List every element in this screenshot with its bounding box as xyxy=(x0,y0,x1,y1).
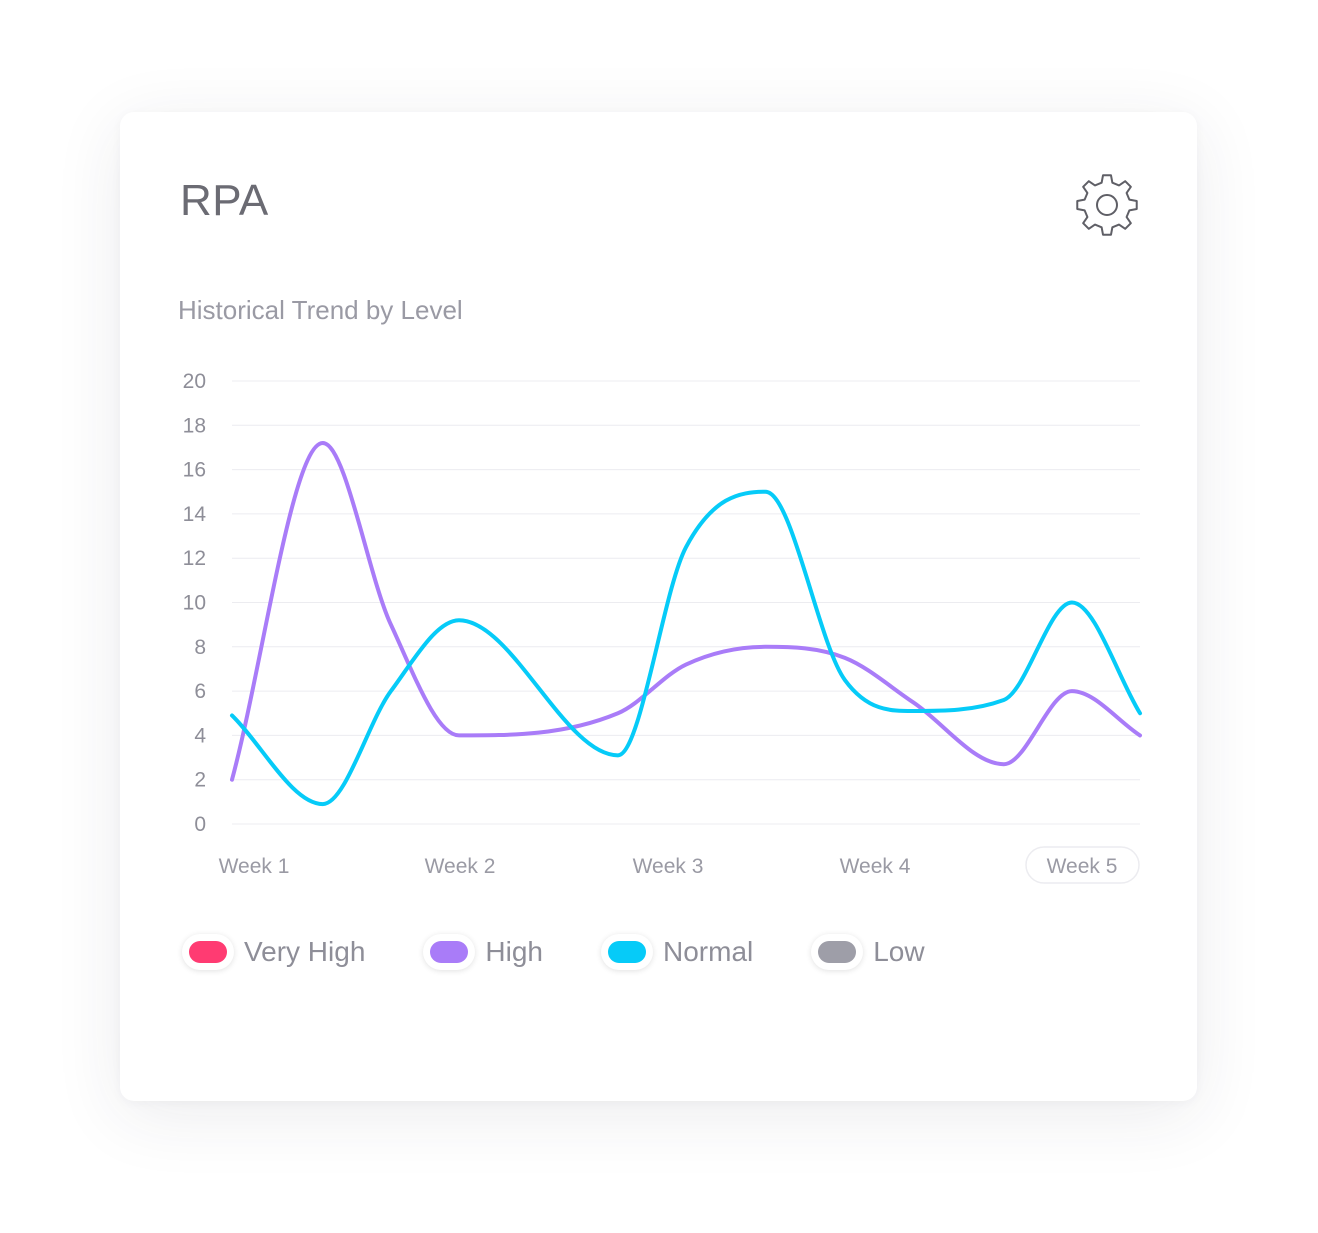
y-tick-label: 10 xyxy=(183,592,206,615)
legend-label: High xyxy=(485,936,543,967)
y-tick-label: 2 xyxy=(194,769,206,792)
legend-swatch xyxy=(818,941,857,963)
gear-icon[interactable] xyxy=(1074,172,1140,238)
series-line-normal[interactable] xyxy=(230,489,1142,807)
legend-swatch xyxy=(189,941,227,963)
chart-legend: Very High High Normal Low xyxy=(182,930,983,974)
x-tick-label[interactable]: Week 2 xyxy=(425,855,496,878)
legend-item-high[interactable]: High xyxy=(423,934,543,970)
y-tick-label: 4 xyxy=(194,724,206,747)
low-swatch xyxy=(811,934,864,970)
chart-subtitle: Historical Trend by Level xyxy=(178,295,463,325)
x-tick-highlight[interactable] xyxy=(1025,846,1140,884)
y-tick-label: 6 xyxy=(194,680,206,703)
card-title: RPA xyxy=(180,176,269,225)
series-line-high[interactable] xyxy=(230,441,1142,782)
trend-chart: 0 2 4 6 8 10 12 14 16 18 20 Week 1 Week 2 Week 3 Week… xyxy=(183,370,1142,884)
x-tick-label[interactable]: Week 4 xyxy=(840,855,911,878)
y-tick-label: 14 xyxy=(183,503,207,526)
y-tick-label: 0 xyxy=(194,813,206,836)
y-tick-label: 18 xyxy=(183,414,206,437)
legend-item-very-high[interactable]: Very High xyxy=(182,934,365,970)
x-tick-label[interactable]: Week 1 xyxy=(219,855,290,878)
legend-item-low[interactable]: Low xyxy=(811,934,925,970)
y-tick-label: 16 xyxy=(183,459,206,482)
legend-item-normal[interactable]: Normal xyxy=(601,934,753,970)
legend-swatch xyxy=(608,941,646,963)
very-high-swatch xyxy=(182,934,234,970)
y-tick-label: 8 xyxy=(194,636,206,659)
legend-label: Low xyxy=(873,936,925,967)
legend-label: Normal xyxy=(663,936,754,967)
y-tick-label: 12 xyxy=(183,547,206,570)
x-tick-label[interactable]: Week 3 xyxy=(633,855,704,878)
normal-swatch xyxy=(601,934,653,970)
y-tick-label: 20 xyxy=(183,370,206,393)
high-swatch xyxy=(423,934,476,970)
rpa-card: RPA Historical Trend by Level 0 2 4 6 8 10 12 1… xyxy=(120,112,1197,1101)
legend-swatch xyxy=(430,941,469,963)
x-tick-label[interactable]: Week 5 xyxy=(1047,855,1118,878)
legend-label: Very High xyxy=(244,936,366,967)
